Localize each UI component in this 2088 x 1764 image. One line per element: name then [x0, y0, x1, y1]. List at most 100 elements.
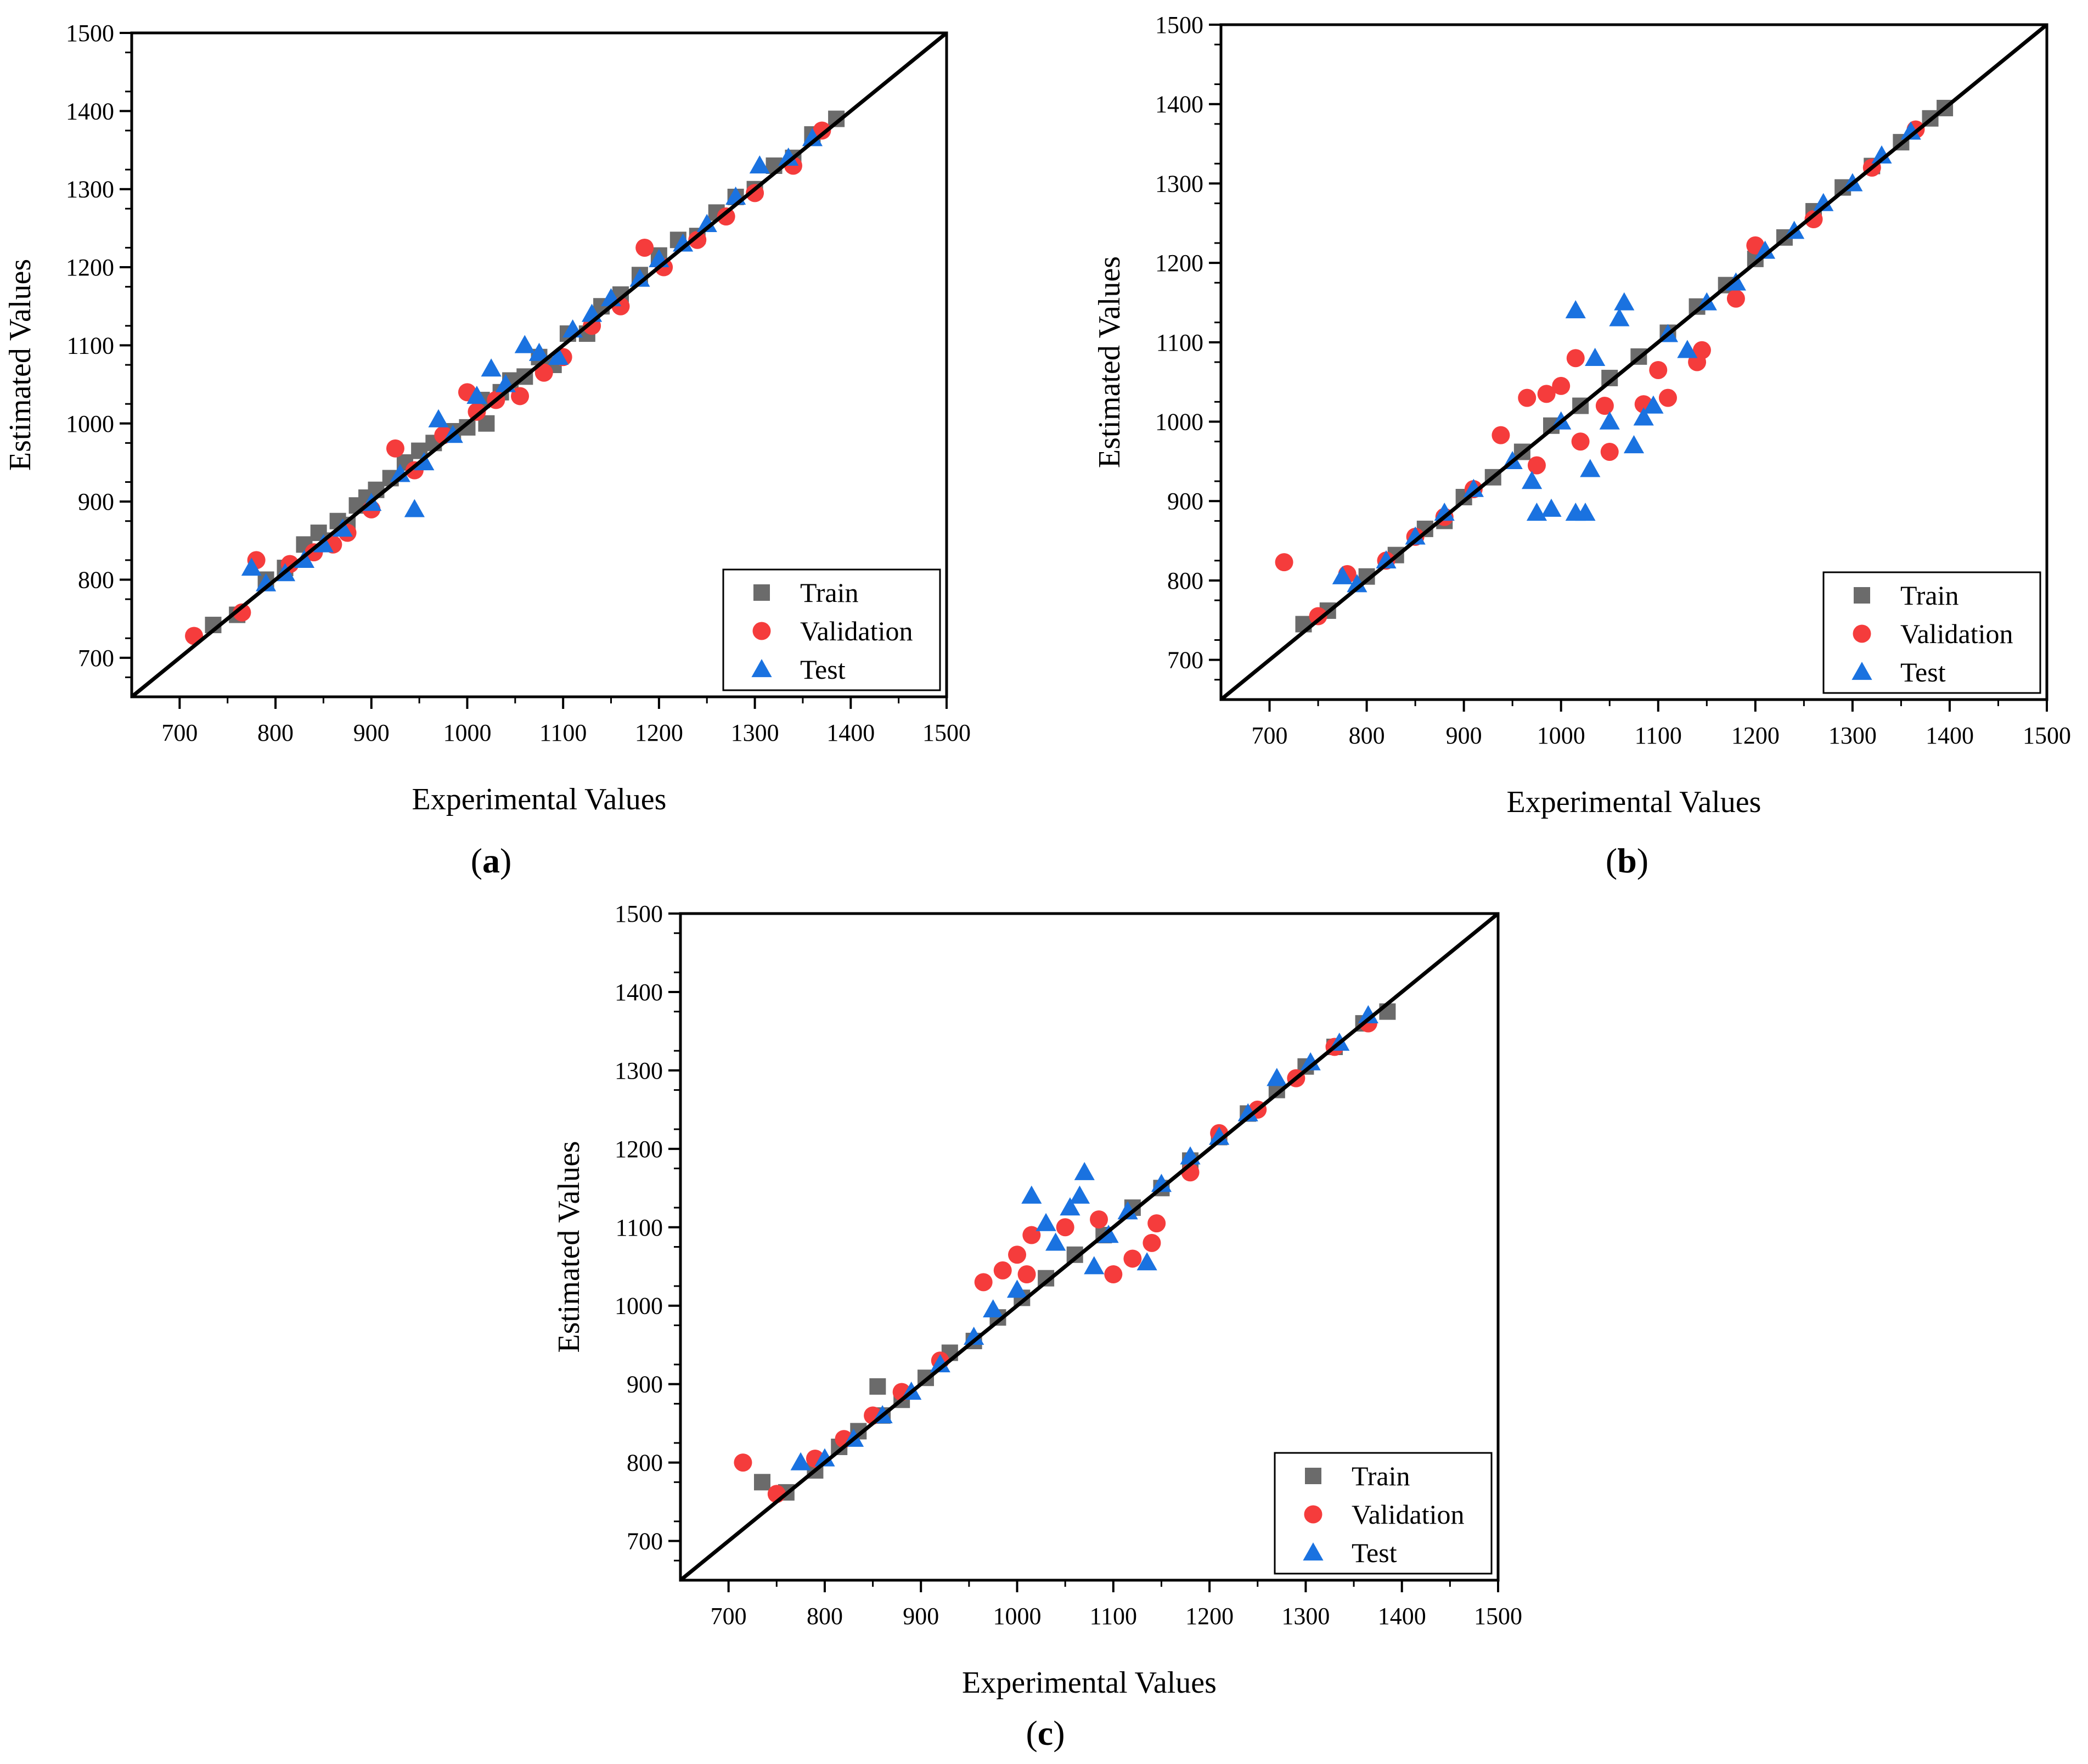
legend-label-validation: Validation [1352, 1499, 1465, 1530]
data-point-test [1609, 308, 1630, 326]
data-point-test [1376, 550, 1397, 568]
chart-panel-b: 700 800 900 1000 1100 1200 1300 1400 1500 700 800 9… [1093, 12, 2071, 880]
legend-marker-test [1851, 662, 1872, 680]
y-tick-label: 1100 [616, 1214, 663, 1241]
y-tick-label: 1200 [1155, 250, 1203, 277]
data-point-validation [1147, 1214, 1166, 1233]
y-tick-label: 1500 [66, 20, 114, 47]
data-point-validation [1566, 349, 1585, 368]
data-point-test [790, 1452, 811, 1470]
x-tick-label: 1100 [539, 719, 587, 746]
y-tick-label: 800 [627, 1450, 663, 1476]
data-point-validation [1600, 443, 1619, 461]
y-tick-label: 1400 [66, 98, 114, 125]
data-point-validation [1008, 1245, 1027, 1264]
y-tick-label: 1500 [615, 900, 663, 927]
chart-panel-c: 700 800 900 1000 1100 1200 1300 1400 1500 700 800 9… [552, 900, 1522, 1752]
data-points [1275, 99, 1954, 633]
data-point-validation [1275, 553, 1293, 572]
x-axis-title: Experimental Values [1507, 785, 1761, 819]
data-point-test [1267, 1068, 1287, 1086]
data-point-validation [1649, 360, 1668, 379]
y-tick-label: 700 [1167, 647, 1203, 674]
legend-label-train: Train [1352, 1461, 1410, 1491]
data-point-test [1623, 435, 1645, 454]
data-point-validation [386, 439, 404, 458]
data-point-test [514, 335, 535, 353]
x-tick-label: 1000 [443, 719, 491, 746]
data-point-test [1677, 340, 1698, 358]
panel-label: (c) [1026, 1714, 1065, 1752]
data-point-test [1434, 503, 1455, 521]
data-point-validation [1090, 1210, 1108, 1228]
data-point-test [1599, 411, 1620, 430]
data-point-test [255, 573, 277, 591]
y-tick-label: 700 [78, 645, 114, 672]
data-point-test [1614, 292, 1635, 311]
data-point-validation [813, 121, 831, 140]
data-point-test [1074, 1162, 1095, 1180]
data-point-test [629, 268, 650, 287]
data-point-validation [717, 207, 735, 226]
x-tick-label: 700 [711, 1603, 747, 1630]
x-tick-label: 1400 [1378, 1603, 1426, 1630]
data-point-test [466, 386, 487, 404]
x-tick-label: 1500 [922, 719, 971, 746]
data-point-test [1021, 1185, 1042, 1204]
data-point-test [1300, 1052, 1321, 1070]
data-point-test [696, 213, 717, 232]
data-point-validation [1309, 607, 1327, 625]
data-point-test [390, 464, 410, 482]
legend-label-test: Test [1900, 657, 1946, 687]
data-point-test [1580, 459, 1601, 477]
x-tick-label: 1400 [1926, 722, 1974, 749]
data-point-test [1871, 145, 1892, 164]
reference-line [1221, 25, 2047, 700]
data-point-test [1035, 1213, 1056, 1231]
x-tick-label: 900 [1446, 722, 1482, 749]
x-tick-label: 1500 [2023, 722, 2071, 749]
data-point-test [1237, 1103, 1258, 1121]
data-point-validation [688, 230, 707, 249]
data-point-validation [1571, 432, 1590, 451]
data-point-test [1069, 1185, 1090, 1204]
data-point-validation [1658, 388, 1677, 407]
y-axis-title: Estimated Values [3, 259, 37, 471]
data-point-test [1209, 1126, 1230, 1145]
x-tick-label: 900 [353, 719, 390, 746]
y-tick-label: 800 [1167, 567, 1203, 594]
data-point-test [1151, 1174, 1172, 1192]
data-point-test [1084, 1256, 1105, 1275]
y-tick-label: 1400 [615, 979, 663, 1006]
data-point-test [428, 409, 449, 427]
data-point-test [548, 346, 569, 365]
plot-frame [1219, 23, 2048, 701]
x-tick-label: 1300 [1281, 1603, 1330, 1630]
data-point-test [404, 499, 425, 517]
data-point-test [1405, 526, 1426, 545]
plot-frame [679, 912, 1500, 1582]
data-point-validation [1123, 1249, 1142, 1268]
data-point-train [754, 1474, 770, 1491]
data-point-validation [1595, 397, 1614, 415]
data-point-test [1813, 193, 1834, 211]
x-tick-label: 800 [807, 1603, 843, 1630]
chart-panel-a: 700 800 900 1000 1100 1200 1300 1400 1500 700 800 9… [3, 20, 971, 880]
data-point-test [1463, 478, 1484, 497]
data-point-validation [1492, 426, 1510, 444]
data-point-validation [233, 603, 251, 622]
data-point-test [983, 1299, 1004, 1318]
x-tick-label: 800 [1349, 722, 1385, 749]
legend-marker-validation [752, 622, 771, 640]
y-tick-label: 1300 [615, 1057, 663, 1084]
data-point-test [1045, 1232, 1066, 1251]
legend-marker-test [1303, 1542, 1324, 1561]
legend-label-train: Train [1900, 580, 1959, 611]
data-point-validation [1804, 210, 1823, 229]
legend-marker-train [753, 584, 770, 601]
y-tick-label: 1100 [67, 332, 114, 359]
data-point-validation [635, 238, 654, 257]
y-axis-title: Estimated Values [1093, 256, 1127, 468]
data-point-test [802, 128, 823, 146]
